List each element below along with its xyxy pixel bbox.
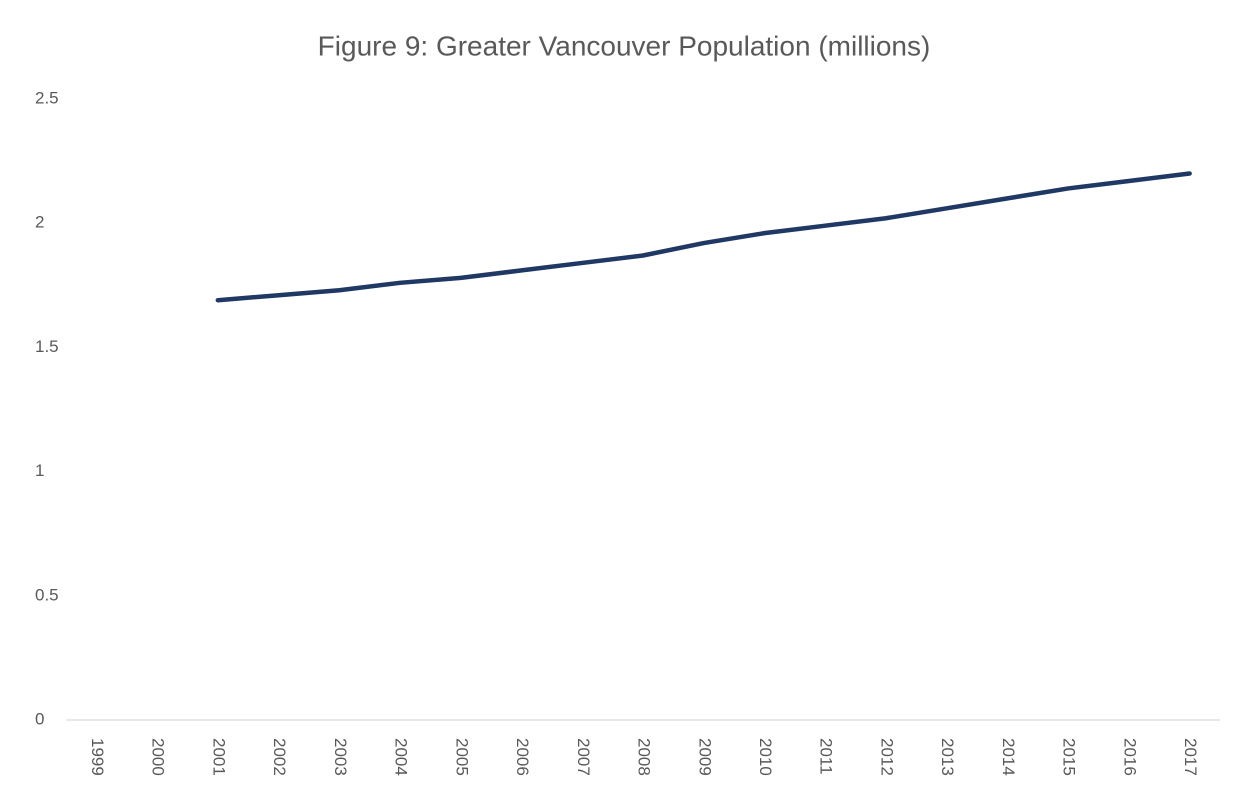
chart-title: Figure 9: Greater Vancouver Population (… [318, 30, 931, 61]
y-tick-label: 2 [35, 213, 44, 232]
y-tick-label: 0 [35, 709, 44, 728]
x-tick-label: 2008 [635, 738, 654, 776]
x-tick-label: 2010 [756, 738, 775, 776]
y-tick-label: 2.5 [35, 88, 59, 107]
x-tick-label: 2005 [452, 738, 471, 776]
x-tick-label: 2001 [209, 738, 228, 776]
x-tick-label: 2012 [877, 738, 896, 776]
y-tick-label: 1.5 [35, 337, 59, 356]
x-tick-label: 2000 [149, 738, 168, 776]
y-tick-label: 0.5 [35, 585, 59, 604]
y-tick-label: 1 [35, 461, 44, 480]
x-tick-label: 2013 [938, 738, 957, 776]
x-tick-label: 2017 [1181, 738, 1200, 776]
x-tick-label: 2006 [513, 738, 532, 776]
x-tick-label: 2004 [392, 738, 411, 776]
data-line [215, 171, 1192, 303]
x-tick-label: 2015 [1060, 738, 1079, 776]
x-tick-label: 2002 [270, 738, 289, 776]
x-tick-label: 2016 [1120, 738, 1139, 776]
x-tick-label: 2007 [574, 738, 593, 776]
x-tick-label: 2011 [817, 738, 836, 775]
x-tick-label: 2009 [695, 738, 714, 776]
x-tick-label: 2014 [999, 738, 1018, 776]
x-tick-label: 1999 [88, 738, 107, 776]
x-tick-label: 2003 [331, 738, 350, 776]
